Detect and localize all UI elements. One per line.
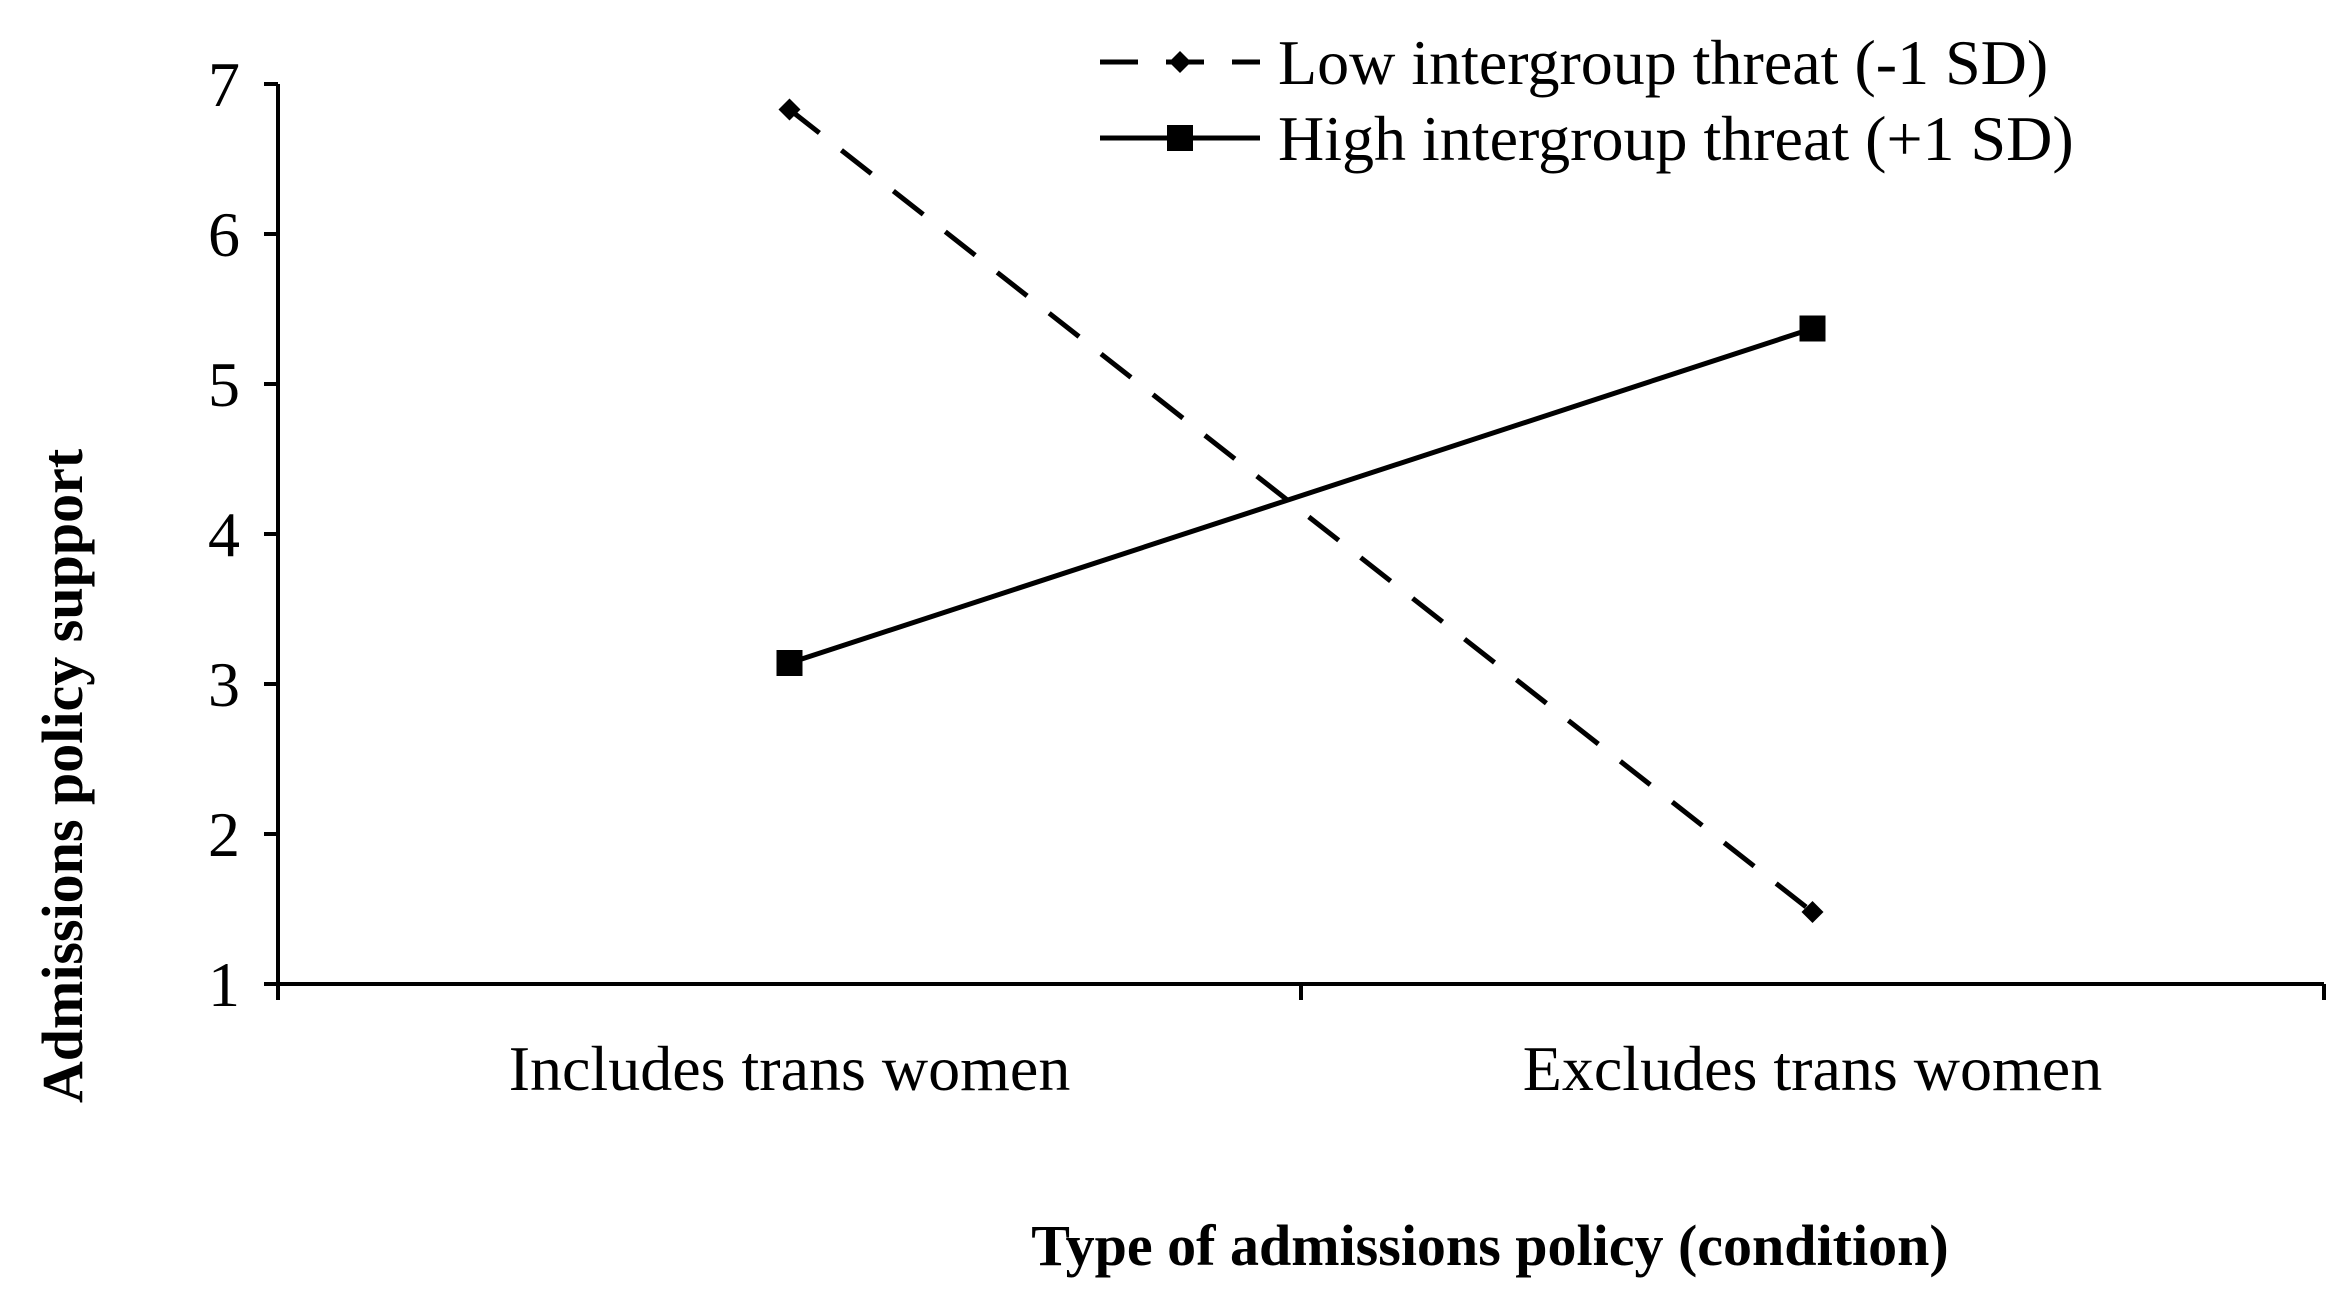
y-tick-label: 1 xyxy=(208,949,240,1020)
y-axis-title: Admissions policy support xyxy=(30,448,95,1103)
series-square xyxy=(776,315,1826,676)
data-point-square xyxy=(776,650,803,676)
y-tick-label: 6 xyxy=(208,199,240,270)
data-point-diamond xyxy=(1801,901,1824,923)
y-tick-label: 4 xyxy=(208,499,240,570)
y-tick-label: 3 xyxy=(208,649,240,720)
series-line-diamond xyxy=(787,107,1815,914)
data-point-diamond xyxy=(778,98,801,121)
legend: Low intergroup threat (-1 SD)High interg… xyxy=(1100,27,2074,174)
axes xyxy=(276,84,2324,986)
x-axis-title: Type of admissions policy (condition) xyxy=(1031,1213,1948,1278)
series-diamond xyxy=(778,98,1824,923)
legend-label: High intergroup threat (+1 SD) xyxy=(1278,103,2074,174)
series-line-square xyxy=(788,326,1814,666)
x-category-label: Includes trans women xyxy=(509,1033,1071,1104)
y-tick-label: 5 xyxy=(208,349,240,420)
y-ticks: 1 2 3 4 5 6 7 xyxy=(208,49,278,1020)
legend-marker-diamond xyxy=(1169,51,1191,73)
x-category-label: Excludes trans women xyxy=(1523,1033,2102,1104)
y-tick-label: 2 xyxy=(208,799,240,870)
legend-entry: Low intergroup threat (-1 SD) xyxy=(1100,27,2048,98)
data-point-square xyxy=(1799,315,1826,342)
x-ticks: Includes trans women Excludes trans women xyxy=(276,984,2326,1104)
series-layer xyxy=(776,98,1826,923)
y-tick-label: 7 xyxy=(208,49,240,120)
legend-label: Low intergroup threat (-1 SD) xyxy=(1278,27,2048,98)
legend-marker-square xyxy=(1167,125,1193,151)
legend-entry: High intergroup threat (+1 SD) xyxy=(1100,103,2074,174)
